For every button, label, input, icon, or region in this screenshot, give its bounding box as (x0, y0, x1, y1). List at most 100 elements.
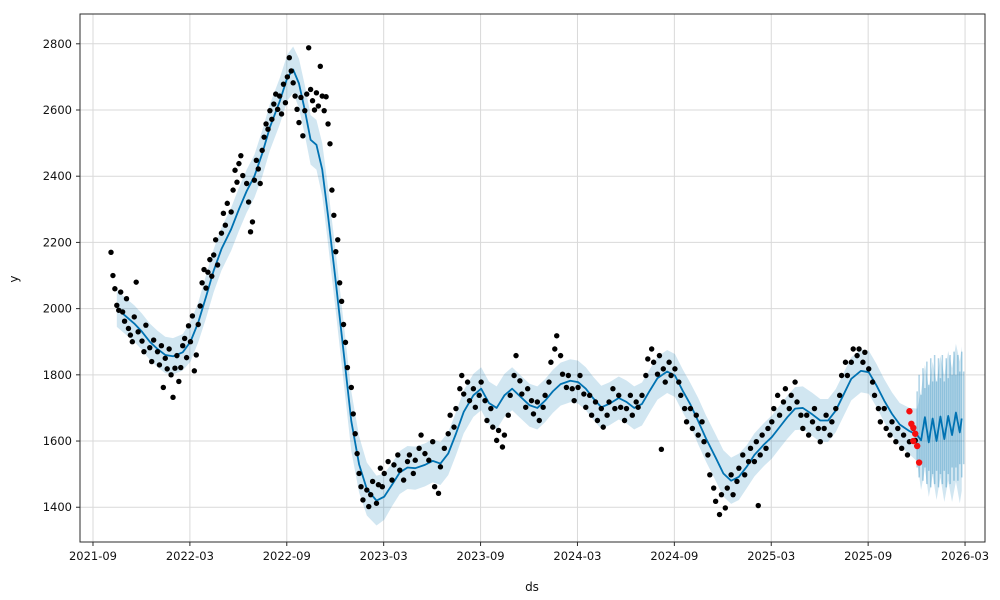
observed-point (678, 392, 684, 399)
observed-point (129, 339, 136, 345)
observed-point (484, 417, 490, 424)
observed-point (854, 352, 860, 359)
observed-point (627, 392, 634, 399)
observed-point (505, 412, 511, 418)
observed-point (705, 452, 711, 458)
y-tick-label: 1800 (43, 368, 72, 382)
observed-point (592, 399, 599, 405)
observed-point (114, 302, 120, 309)
observed-point (643, 372, 649, 379)
observed-point (304, 91, 310, 97)
observed-point (183, 354, 190, 361)
observed-point (848, 359, 854, 365)
observed-point (798, 412, 804, 418)
observed-point (493, 437, 500, 444)
observed-point (571, 397, 577, 404)
observed-point (286, 54, 292, 61)
observed-point (131, 314, 137, 320)
observed-point (776, 412, 783, 418)
observed-point (280, 81, 287, 87)
anomaly-point (913, 442, 921, 450)
observed-point (577, 372, 583, 379)
observed-point (712, 498, 719, 504)
observed-point (321, 107, 327, 114)
observed-point (431, 484, 438, 490)
observed-point (780, 399, 787, 405)
observed-point (240, 172, 246, 179)
observed-point (300, 133, 306, 139)
observed-point (406, 452, 413, 458)
observed-point (734, 478, 740, 485)
uncertainty-band (116, 46, 962, 526)
observed-point (461, 391, 467, 397)
observed-point (119, 309, 126, 315)
observed-point (604, 412, 610, 418)
observed-point (581, 391, 587, 397)
observed-point (490, 424, 496, 430)
observed-point (838, 372, 845, 379)
observed-point (110, 272, 116, 279)
observed-point (191, 368, 198, 374)
observed-point (358, 484, 364, 490)
observed-point (305, 45, 312, 51)
observed-point (187, 339, 194, 345)
observed-point (203, 285, 209, 291)
observed-point (288, 68, 294, 74)
observed-point (354, 450, 360, 457)
x-tick-label: 2024-09 (650, 549, 698, 563)
observed-point (224, 200, 230, 207)
observed-point (162, 355, 168, 361)
observed-point (278, 111, 285, 117)
observed-point (594, 417, 601, 424)
observed-point (249, 219, 256, 225)
observed-point (257, 180, 263, 187)
y-tick-label: 2200 (43, 235, 72, 249)
observed-point (435, 490, 442, 497)
observed-point (517, 378, 523, 384)
observed-point (699, 419, 705, 425)
observed-point (160, 384, 167, 391)
observed-point (199, 280, 205, 286)
observed-point (282, 100, 289, 106)
observed-point (860, 359, 866, 365)
observed-point (373, 500, 380, 506)
y-tick-label: 1600 (43, 434, 72, 448)
observed-point (172, 365, 178, 371)
x-tick-label: 2022-09 (263, 549, 311, 563)
observed-point (728, 472, 734, 478)
observed-point (331, 212, 337, 218)
observed-point (176, 378, 182, 385)
observed-point (325, 121, 331, 127)
x-tick-label: 2022-03 (166, 549, 214, 563)
observed-point (360, 497, 366, 503)
observed-point (530, 411, 537, 417)
observed-point (404, 458, 411, 465)
observed-point (718, 491, 725, 498)
observed-point (689, 425, 696, 432)
observed-point (422, 450, 428, 457)
observed-point (205, 269, 211, 275)
observed-point (112, 286, 118, 292)
observed-point (833, 405, 839, 412)
observed-point (862, 349, 868, 356)
observed-point (369, 478, 376, 485)
observed-point (687, 405, 694, 412)
observed-point (276, 93, 283, 99)
observed-point (307, 86, 314, 93)
observed-point (524, 386, 531, 392)
observed-point (410, 470, 417, 477)
observed-point (546, 379, 552, 385)
observed-point (482, 397, 488, 404)
observed-point (234, 179, 240, 185)
observed-point (736, 465, 742, 471)
observed-point (135, 329, 141, 335)
observed-point (445, 431, 451, 437)
observed-point (150, 337, 157, 343)
observed-point (418, 432, 424, 438)
observed-point (666, 359, 672, 365)
observed-point (540, 404, 546, 410)
observed-point (660, 366, 667, 372)
observed-point (893, 438, 899, 445)
observed-point (207, 256, 213, 263)
